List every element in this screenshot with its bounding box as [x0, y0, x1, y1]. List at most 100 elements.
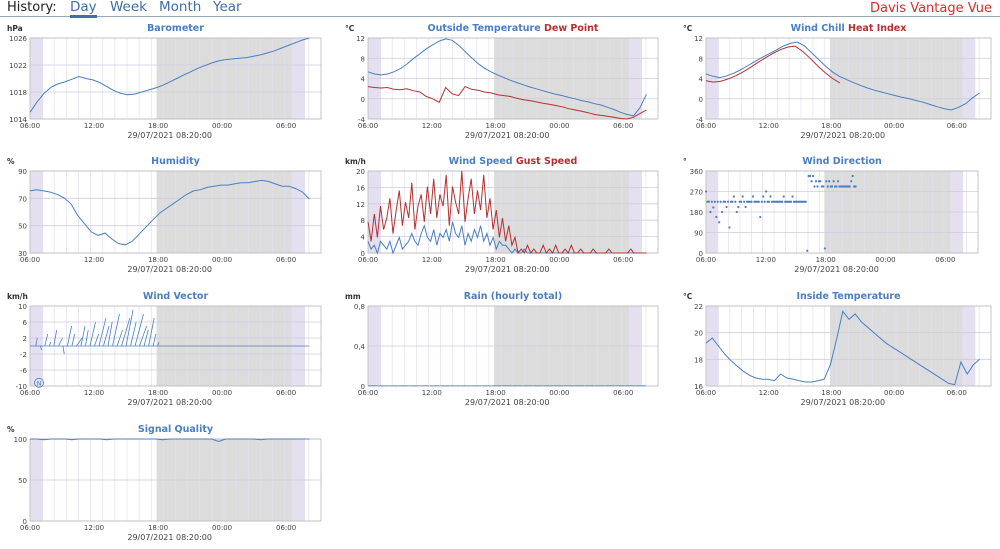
shade-dawn [706, 306, 719, 386]
series-line [367, 38, 647, 117]
scatter-point [835, 185, 838, 188]
y-tick-label: -10 [16, 383, 27, 391]
rain-bar [553, 385, 564, 387]
scatter-point [811, 174, 815, 178]
rain-bar [584, 385, 595, 387]
x-tick-label: 06:00 [358, 389, 378, 397]
wind-vector [35, 337, 38, 347]
wind-vector [58, 337, 63, 347]
y-tick-label: 0,4 [354, 343, 366, 351]
scatter-point [734, 200, 737, 203]
scatter-point [709, 210, 712, 214]
y-tick-label: 10 [18, 303, 27, 311]
scatter-point [809, 174, 812, 178]
scatter-point [828, 180, 831, 183]
scatter-point [731, 200, 734, 203]
x-tick-label: 06:00 [276, 256, 296, 264]
x-tick-label: 06:00 [276, 524, 296, 532]
x-tick-label: 18:00 [821, 122, 841, 130]
y-tick-label: 0 [361, 383, 365, 391]
title-part: Heat Index [845, 23, 907, 34]
y-tick-label: 0 [699, 96, 703, 104]
title-part: Wind Chill [791, 23, 845, 34]
timestamp: 29/07/2021 08:20:00 [127, 533, 212, 542]
x-tick-label: 12:00 [84, 524, 104, 532]
scatter-point [767, 200, 771, 203]
scatter-point [713, 200, 716, 203]
rain-bar [368, 385, 378, 387]
shade-dawn [291, 38, 305, 119]
x-tick-label: 06:00 [613, 256, 633, 264]
tab-month[interactable]: Month [159, 0, 202, 15]
x-tick-label: 00:00 [549, 389, 569, 397]
y-tick-label: -6 [20, 367, 28, 375]
y-tick-label: 20 [356, 168, 365, 176]
wind-vector [48, 341, 52, 347]
title-part: Signal Quality [138, 424, 214, 435]
scatter-point [836, 180, 840, 183]
x-tick-label: 00:00 [549, 256, 569, 264]
chart-inside-temp: 16 18 20 22 06:00 12:00 18:00 00:00 06:00 29/07/2… [683, 291, 992, 407]
y-unit: km/h [345, 157, 366, 166]
chart-title: Inside Temperature [796, 291, 900, 302]
wind-vector [107, 321, 113, 347]
y-tick-label: 270 [690, 189, 703, 197]
chart-barometer: 1014 1018 1022 1026 06:00 12:00 18:00 00:00 06:0… [7, 23, 322, 140]
tab-day[interactable]: Day [70, 0, 97, 18]
series-line [705, 45, 841, 84]
title-part: Outside Temperature [428, 23, 541, 34]
x-tick-label: 06:00 [20, 122, 40, 130]
plot-frame [367, 170, 659, 254]
chart-title: Wind Speed Gust Speed [449, 156, 578, 167]
chart-title: Outside Temperature Dew Point [428, 23, 599, 34]
y-tick-label: 0 [361, 250, 365, 258]
x-tick-label: 00:00 [884, 389, 904, 397]
rain-bar [388, 385, 399, 387]
wind-vector [121, 317, 131, 347]
x-tick-label: 18:00 [486, 122, 506, 130]
y-tick-label: 90 [18, 168, 27, 176]
y-tick-label: 4 [361, 234, 366, 242]
title-part: Barometer [147, 23, 204, 34]
title-part: Humidity [151, 156, 200, 167]
x-tick-label: 00:00 [884, 122, 904, 130]
rain-bar [450, 385, 461, 387]
y-unit: hPa [7, 24, 23, 33]
scatter-point [819, 180, 822, 183]
scatter-point [726, 200, 730, 203]
scatter-point [725, 205, 728, 209]
x-tick-label: 18:00 [486, 256, 506, 264]
scatter-point [832, 180, 835, 183]
y-tick-label: 16 [694, 383, 703, 391]
scatter-point [813, 185, 816, 188]
title-part: Wind Vector [143, 291, 209, 302]
scatter-point [782, 195, 785, 198]
chart-title: Signal Quality [138, 424, 214, 435]
timestamp: 29/07/2021 08:20:00 [801, 398, 886, 407]
x-tick-label: 06:00 [947, 122, 967, 130]
scatter-point [762, 195, 765, 198]
timestamp: 29/07/2021 08:20:00 [127, 265, 212, 274]
y-tick-label: 8 [699, 55, 703, 63]
y-tick-label: 1014 [9, 116, 27, 124]
series-line [29, 37, 310, 113]
tab-year[interactable]: Year [213, 0, 242, 15]
chart-wind-vector: -10 -6 -2 2 6 10 06:00 12:00 18:00 00:00 06:00 29/0… [7, 291, 322, 407]
y-unit: °C [345, 24, 355, 33]
rain-bar [440, 385, 450, 387]
y-tick-label: -2 [20, 351, 27, 359]
chart-title: Wind Vector [143, 291, 209, 302]
y-tick-label: 50 [18, 223, 27, 231]
shade-dawn [962, 306, 976, 386]
scatter-point [740, 200, 743, 203]
rain-bar [636, 385, 646, 387]
chart-title: Barometer [147, 23, 204, 34]
scatter-point [823, 247, 826, 250]
wind-vector [71, 333, 76, 347]
tab-week[interactable]: Week [110, 0, 147, 15]
scatter-point [851, 174, 854, 178]
wind-vector [112, 313, 120, 347]
plot-frame [367, 37, 659, 120]
rain-bar [471, 385, 481, 387]
rain-bar [625, 385, 636, 387]
